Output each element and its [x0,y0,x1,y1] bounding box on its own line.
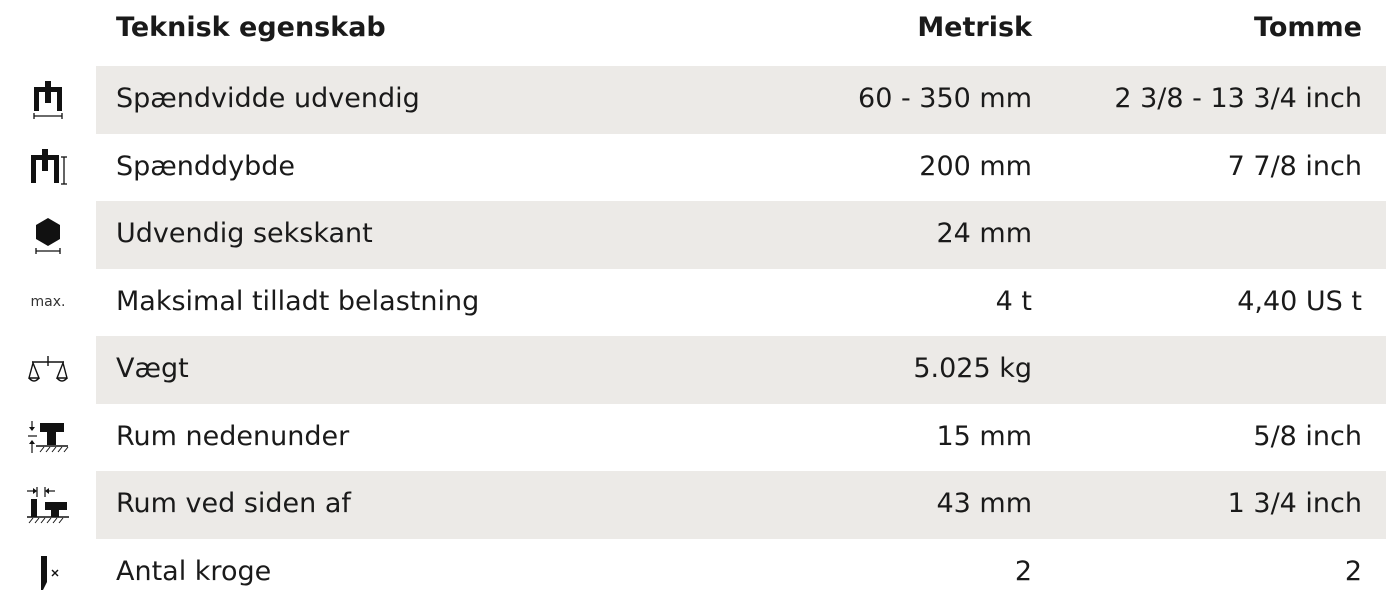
table-row: max. Maksimal tilladt belastning 4 t 4,4… [0,269,1386,337]
puller-depth-icon [0,134,96,202]
metric-value: 24 mm [936,218,1032,249]
metric-value: 5.025 kg [913,353,1032,384]
table-row: Udvendig sekskant 24 mm [96,201,1386,269]
scale-icon [0,336,96,404]
max-label-icon: max. [0,269,96,337]
table-row: Spænddybde 200 mm 7 7/8 inch [0,134,1386,202]
property-name: Vægt [116,353,189,384]
property-name: Antal kroge [116,556,271,587]
inch-value: 5/8 inch [1253,421,1362,452]
table-header: Teknisk egenskab Metrisk Tomme [0,0,1386,66]
metric-value: 43 mm [936,488,1032,519]
table-row: Rum nedenunder 15 mm 5/8 inch [0,404,1386,472]
table-row: Rum ved siden af 43 mm 1 3/4 inch [96,471,1386,539]
property-name: Udvendig sekskant [116,218,373,249]
clearance-side-icon [0,471,96,539]
table-row: Spændvidde udvendig 60 - 350 mm 2 3/8 - … [96,66,1386,134]
clearance-below-icon [0,404,96,472]
inch-value: 2 3/8 - 13 3/4 inch [1114,83,1362,114]
header-metric: Metrisk [917,12,1032,43]
metric-value: 60 - 350 mm [858,83,1032,114]
hexagon-icon [0,201,96,269]
inch-value: 7 7/8 inch [1228,151,1362,182]
puller-span-icon [0,66,96,134]
property-name: Rum nedenunder [116,421,349,452]
property-name: Spændvidde udvendig [116,83,420,114]
inch-value: 4,40 US t [1237,286,1362,317]
metric-value: 2 [1015,556,1032,587]
max-label: max. [31,294,66,310]
header-property: Teknisk egenskab [116,12,386,43]
property-name: Rum ved siden af [116,488,351,519]
header-inch: Tomme [1254,12,1362,43]
metric-value: 4 t [996,286,1032,317]
metric-value: 15 mm [936,421,1032,452]
property-name: Spænddybde [116,151,295,182]
metric-value: 200 mm [919,151,1032,182]
inch-value: 2 [1345,556,1362,587]
property-name: Maksimal tilladt belastning [116,286,479,317]
inch-value: 1 3/4 inch [1228,488,1362,519]
table-row: Vægt 5.025 kg [96,336,1386,404]
